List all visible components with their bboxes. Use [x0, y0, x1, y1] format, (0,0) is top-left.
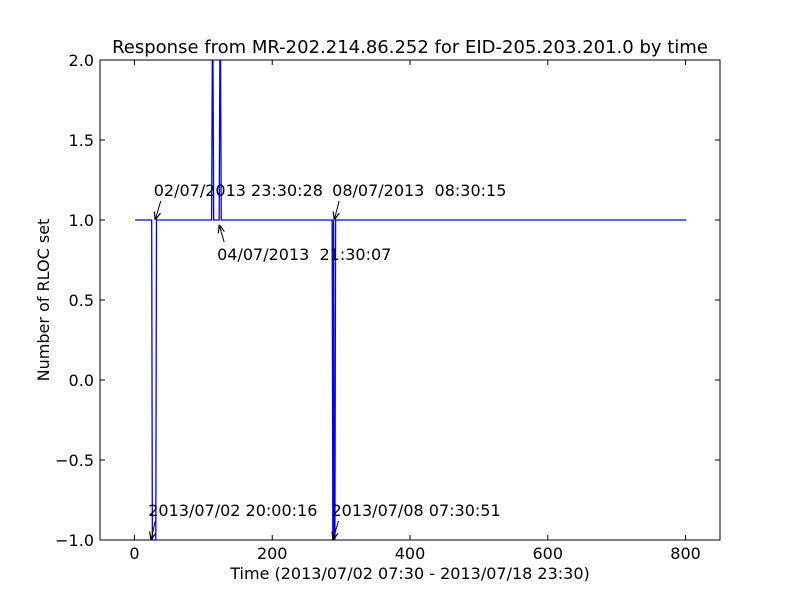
- y-tick-label: 1.5: [69, 131, 94, 150]
- plot-area: 02/07/2013 23:30:28 08/07/2013 08:30:1504…: [55, 51, 721, 563]
- x-tick-label: 200: [257, 544, 288, 563]
- x-tick-label: 800: [670, 544, 701, 563]
- annotation-label: 2013/07/08 07:30:51: [331, 501, 500, 520]
- annotation-arrow: [151, 520, 155, 540]
- y-tick-label: 1.0: [69, 211, 94, 230]
- x-tick-label: 400: [395, 544, 426, 563]
- y-axis-label: Number of RLOC set: [34, 219, 53, 382]
- y-tick-label: 2.0: [69, 51, 94, 70]
- annotation-label: 04/07/2013 21:30:07: [217, 245, 391, 264]
- annotation-label: 2013/07/02 20:00:16: [148, 501, 317, 520]
- annotation-arrow: [334, 200, 339, 220]
- plot-frame: [99, 59, 721, 541]
- x-axis-label: Time (2013/07/02 07:30 - 2013/07/18 23:3…: [229, 564, 590, 583]
- y-tick-label: −0.5: [55, 451, 94, 470]
- x-tick-label: 600: [533, 544, 564, 563]
- chart-title: Response from MR-202.214.86.252 for EID-…: [112, 37, 708, 58]
- annotation-arrow: [155, 200, 162, 220]
- x-tick-label: 0: [129, 544, 139, 563]
- annotation-arrow: [333, 520, 339, 540]
- y-tick-label: 0.0: [69, 371, 94, 390]
- y-tick-label: −1.0: [55, 531, 94, 550]
- annotation-label: 08/07/2013 08:30:15: [332, 181, 506, 200]
- y-tick-label: 0.5: [69, 291, 94, 310]
- annotation-arrow: [219, 225, 224, 243]
- annotation-label: 02/07/2013 23:30:28: [154, 181, 323, 200]
- series-line-1: [135, 59, 687, 541]
